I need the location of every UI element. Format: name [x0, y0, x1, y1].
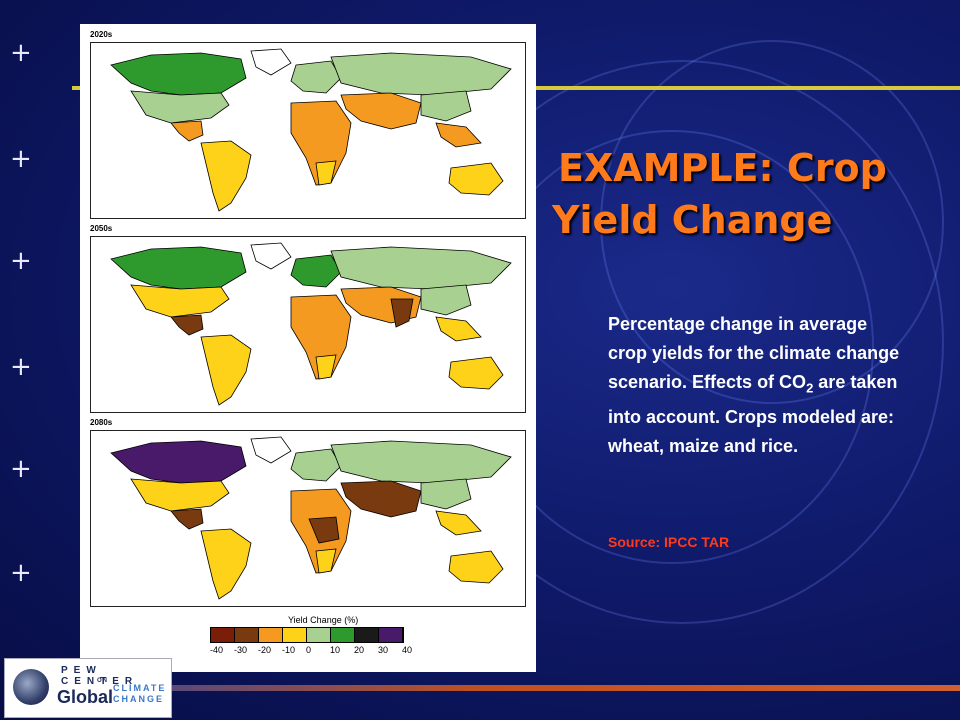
crop-yield-map-figure: 2020s [80, 24, 536, 672]
legend-tick-label: 40 [402, 645, 413, 655]
region-europe [290, 254, 342, 288]
region-russia-asia [330, 246, 512, 290]
region-europe [290, 448, 342, 482]
region-australia [448, 356, 504, 390]
legend-tick-label: -30 [234, 645, 248, 655]
globe-logo-icon [13, 669, 49, 705]
description-part-1: Percentage change in average crop yields… [608, 314, 900, 392]
legend-tick-label: -40 [210, 645, 224, 655]
plus-icon: + [10, 558, 32, 588]
logo-climate-change-text: CLIMATE CHANGE [113, 683, 166, 705]
region-southern-africa [315, 548, 337, 574]
legend-swatch [307, 628, 331, 642]
pew-center-logo: PEW CENTER ON Global CLIMATE CHANGE [4, 658, 172, 718]
map-panel-2020s: 2020s [90, 30, 526, 220]
region-usa [130, 478, 230, 512]
title-line-2: Yield Change [552, 198, 833, 242]
region-mexico [170, 120, 204, 142]
logo-change-word: CHANGE [113, 694, 165, 704]
subscript-2: 2 [806, 380, 814, 396]
description-text: Percentage change in average crop yields… [608, 310, 908, 461]
region-middle-east-south-asia [340, 92, 422, 130]
legend-tick-label: -20 [258, 645, 272, 655]
region-canada [110, 52, 247, 96]
legend-tick-label: 30 [378, 645, 389, 655]
region-europe [290, 60, 342, 94]
plus-icon: + [10, 352, 32, 382]
plus-icon: + [10, 246, 32, 276]
background-swirl-3 [600, 40, 944, 404]
legend-swatch [283, 628, 307, 642]
legend-tick-label: 10 [330, 645, 341, 655]
title-line-1: EXAMPLE: Crop [558, 146, 887, 190]
region-china [420, 90, 472, 122]
map-frame [90, 42, 526, 219]
panel-label: 2080s [90, 418, 113, 427]
region-greenland [250, 48, 292, 76]
world-map-2080s [110, 436, 512, 600]
logo-global-text: Global [57, 687, 114, 707]
plus-icon: + [10, 454, 32, 484]
map-panel-2050s: 2050s [90, 224, 526, 414]
logo-climate-word: CLIMATE [113, 683, 167, 693]
plus-icon: + [10, 38, 32, 68]
region-russia-asia [330, 52, 512, 96]
logo-pew-text: PEW CENTER [61, 665, 139, 687]
map-frame [90, 236, 526, 413]
region-greenland [250, 242, 292, 270]
region-china [420, 478, 472, 510]
region-southeast-asia [435, 510, 482, 536]
source-citation: Source: IPCC TAR [608, 534, 730, 550]
region-usa [130, 284, 230, 318]
legend-tick-label: -10 [282, 645, 296, 655]
region-southeast-asia [435, 316, 482, 342]
legend-swatch [211, 628, 235, 642]
region-south-america [200, 140, 252, 212]
slide-title: EXAMPLE: Crop Yield Change [552, 142, 952, 246]
legend-swatch [331, 628, 355, 642]
region-south-america [200, 528, 252, 600]
region-russia-asia [330, 440, 512, 484]
region-southern-africa [315, 160, 337, 186]
logo-on-text: ON [97, 678, 108, 684]
region-india [390, 298, 414, 328]
legend-title: Yield Change (%) [288, 615, 359, 625]
region-southern-africa [315, 354, 337, 380]
map-panel-2080s: 2080s [90, 418, 526, 608]
accent-line-bottom [172, 685, 960, 691]
region-mexico [170, 508, 204, 530]
legend-tick-label: 0 [306, 645, 312, 655]
region-greenland [250, 436, 292, 464]
region-canada [110, 246, 247, 290]
map-frame [90, 430, 526, 607]
region-mexico [170, 314, 204, 336]
panel-label: 2020s [90, 30, 113, 39]
legend-swatch [355, 628, 379, 642]
legend-swatch [259, 628, 283, 642]
legend-tick-label: 20 [354, 645, 365, 655]
region-middle-east-south-asia [340, 480, 422, 518]
legend-swatch [235, 628, 259, 642]
plus-icon: + [10, 144, 32, 174]
legend-color-bar [210, 627, 404, 643]
region-central-africa [308, 516, 340, 544]
region-southeast-asia [435, 122, 482, 148]
region-south-america [200, 334, 252, 406]
region-usa [130, 90, 230, 124]
region-canada [110, 440, 247, 484]
legend-tick-labels: -40 -30 -20 -10 0 10 20 30 40 [204, 645, 414, 657]
legend-swatch [379, 628, 403, 642]
description-part-2: are taken into account. Crops modeled ar… [608, 372, 898, 456]
panel-label: 2050s [90, 224, 113, 233]
world-map-2050s [110, 242, 512, 406]
region-australia [448, 162, 504, 196]
region-china [420, 284, 472, 316]
region-australia [448, 550, 504, 584]
world-map-2020s [110, 48, 512, 212]
